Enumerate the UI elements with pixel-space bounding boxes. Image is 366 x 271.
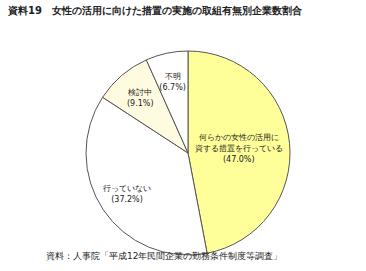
svg-text:不明(6.7%): 不明(6.7%) [159, 71, 186, 91]
svg-text:検討中(9.1%): 検討中(9.1%) [127, 87, 154, 107]
html-text:資料：人事院「平成12年民間企業の勤務条件制度等調査」: 資料：人事院「平成12年民間企業の勤務条件制度等調査」 [46, 251, 283, 261]
html-text:資料19 女性の活用に向けた措置の実施の取組有無別企業数割合: 資料19 女性の活用に向けた措置の実施の取組有無別企業数割合 [8, 5, 302, 16]
svg-text:何らかの女性の活用に資する措置を行っている(47.0%): 何らかの女性の活用に資する措置を行っている(47.0%) [195, 133, 283, 164]
svg-text:行っていない(37.2%): 行っていない(37.2%) [103, 184, 151, 204]
